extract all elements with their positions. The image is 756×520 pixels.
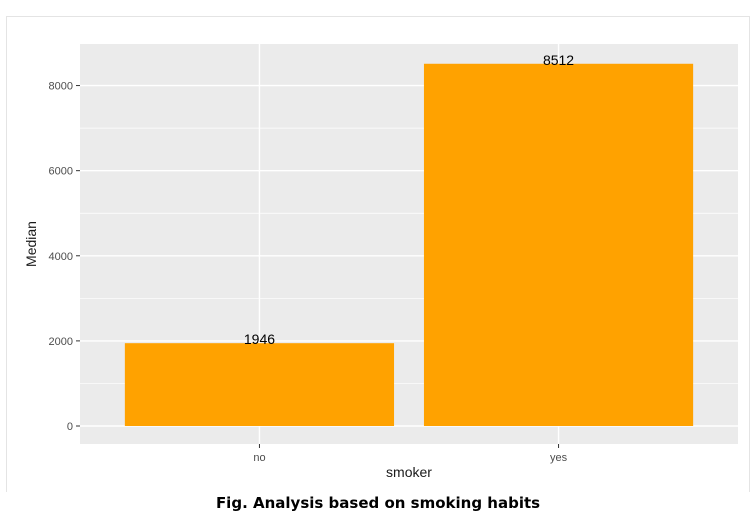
figure-caption: Fig. Analysis based on smoking habits [215, 494, 541, 512]
x-axis-title: smoker [386, 464, 432, 480]
data-labels: 1946 8512 [244, 52, 574, 347]
x-tick-label: yes [550, 452, 568, 464]
bars [124, 63, 694, 426]
y-tick-label: 8000 [49, 81, 73, 93]
y-axis: 0 2000 4000 6000 8000 [49, 81, 80, 433]
x-tick-label: no [253, 452, 265, 464]
y-tick-label: 6000 [49, 166, 73, 178]
y-tick-label: 2000 [49, 336, 73, 348]
y-tick-label: 0 [67, 421, 73, 433]
data-label-no: 1946 [244, 331, 275, 347]
bar-yes [423, 63, 694, 426]
y-axis-title: Median [23, 221, 39, 267]
y-tick-label: 4000 [49, 251, 73, 263]
bar-no [124, 343, 395, 426]
data-label-yes: 8512 [543, 52, 574, 68]
x-axis: no yes [253, 444, 568, 464]
